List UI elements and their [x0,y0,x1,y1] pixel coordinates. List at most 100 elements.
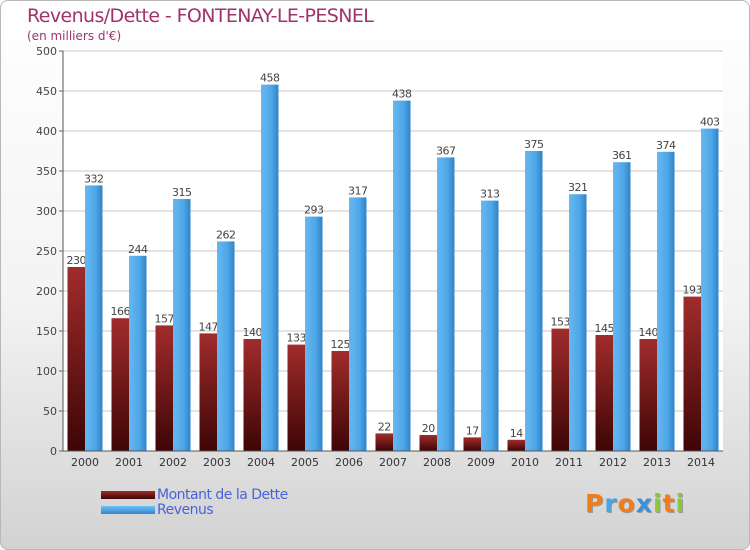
x-tick-label: 2000 [71,456,99,469]
data-label-revenus: 315 [172,186,192,199]
bar-revenus [393,100,411,451]
bar-revenus [349,197,367,451]
y-tick-label: 450 [36,85,57,98]
bar-dette [67,267,85,451]
bar-revenus [657,151,675,452]
data-label-revenus: 367 [436,144,456,157]
x-tick-label: 2003 [203,456,231,469]
data-label-revenus: 332 [84,172,104,185]
bar-dette [331,351,349,451]
data-label-revenus: 374 [656,139,676,152]
bar-dette [463,437,481,451]
bar-dette [155,325,173,451]
bar-revenus [569,194,587,451]
data-label-revenus: 438 [392,88,412,101]
y-tick-label: 100 [36,365,57,378]
data-label-dette: 157 [155,312,175,325]
bar-dette [199,333,217,451]
logo-letter: P [585,489,605,518]
bar-revenus [437,157,455,451]
bar-dette [683,296,701,451]
bar-dette [287,344,305,451]
x-tick-label: 2006 [335,456,363,469]
proxiti-logo[interactable]: Proxiti [585,489,685,518]
bar-dette [375,433,393,451]
x-tick-label: 2010 [511,456,539,469]
bar-revenus [173,199,191,451]
data-label-dette: 22 [378,420,391,433]
bar-dette [419,435,437,451]
y-tick-label: 500 [36,45,57,58]
y-tick-label: 250 [36,245,57,258]
legend-label-dette: Montant de la Dette [157,486,288,503]
bar-dette [595,335,613,451]
bar-dette [639,339,657,451]
logo-letter: x [635,489,653,518]
data-label-dette: 153 [551,316,571,329]
x-tick-label: 2004 [247,456,275,469]
y-tick-label: 0 [50,445,57,458]
data-label-dette: 140 [639,326,659,339]
logo-letter: t [662,489,676,518]
x-tick-label: 2011 [555,456,583,469]
y-tick-label: 200 [36,285,57,298]
logo-letter: o [617,489,636,518]
bar-revenus [305,216,323,451]
bar-revenus [85,185,103,451]
data-label-dette: 17 [466,424,479,437]
x-tick-label: 2012 [599,456,627,469]
data-label-dette: 230 [67,254,87,267]
data-label-revenus: 262 [216,228,236,241]
bar-revenus [613,162,631,451]
chart-title: Revenus/Dette - FONTENAY-LE-PESNEL [27,5,374,27]
data-label-revenus: 458 [260,72,280,85]
data-label-dette: 193 [683,284,703,297]
y-tick-label: 400 [36,125,57,138]
bar-dette [111,318,129,451]
x-tick-label: 2001 [115,456,143,469]
data-label-revenus: 244 [128,243,148,256]
data-label-revenus: 313 [480,188,500,201]
x-tick-label: 2005 [291,456,319,469]
legend-swatch-revenus [101,505,155,514]
chart-legend: Montant de la Dette Revenus [101,486,288,518]
data-label-revenus: 293 [304,204,324,217]
x-tick-label: 2002 [159,456,187,469]
y-tick-label: 150 [36,325,57,338]
legend-item-revenus: Revenus [101,501,288,518]
x-tick-label: 2007 [379,456,407,469]
y-tick-label: 350 [36,165,57,178]
bar-revenus [481,200,499,451]
data-label-dette: 166 [111,305,131,318]
legend-item-dette: Montant de la Dette [101,486,288,503]
bar-dette [243,339,261,451]
data-label-revenus: 317 [348,184,368,197]
bar-revenus [525,151,543,451]
legend-label-revenus: Revenus [157,501,214,518]
logo-letter: i [653,489,663,518]
x-tick-label: 2008 [423,456,451,469]
data-label-revenus: 403 [700,116,720,129]
data-label-dette: 20 [422,422,435,435]
data-label-dette: 147 [199,320,219,333]
bar-revenus [129,255,147,451]
y-tick-label: 300 [36,205,57,218]
logo-letter: r [604,489,618,518]
x-tick-label: 2013 [643,456,671,469]
data-label-revenus: 375 [524,138,544,151]
data-label-dette: 133 [287,332,307,345]
data-label-dette: 140 [243,326,263,339]
bar-dette [507,439,525,451]
data-label-revenus: 361 [612,149,632,162]
x-tick-label: 2009 [467,456,495,469]
data-label-dette: 125 [331,338,351,351]
bar-revenus [701,128,719,451]
bar-revenus [217,241,235,451]
y-tick-label: 50 [43,405,57,418]
data-label-revenus: 321 [568,181,588,194]
data-label-dette: 145 [595,322,615,335]
x-tick-label: 2014 [687,456,715,469]
data-label-dette: 14 [510,427,523,440]
